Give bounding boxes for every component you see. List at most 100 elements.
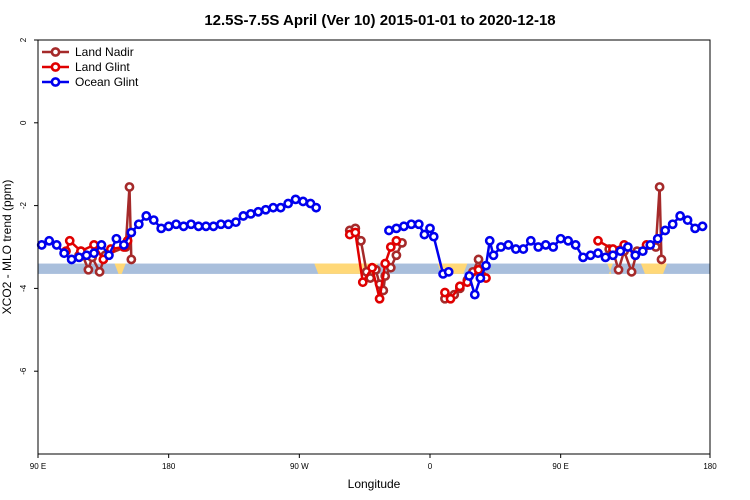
data-point <box>473 264 484 275</box>
data-point <box>186 219 196 230</box>
plot-frame <box>37 39 711 455</box>
data-point <box>630 250 641 261</box>
data-point <box>283 198 294 209</box>
data-point <box>593 248 603 259</box>
data-point <box>391 223 402 234</box>
data-point <box>645 240 656 250</box>
data-point <box>163 221 174 232</box>
plot-data <box>36 182 708 304</box>
data-point <box>496 242 506 252</box>
data-point <box>59 248 70 259</box>
data-point <box>111 233 122 244</box>
data-point <box>89 240 99 250</box>
data-point <box>443 266 454 277</box>
series-line <box>468 214 703 299</box>
land-patch-1 <box>114 263 126 274</box>
data-point <box>74 252 84 263</box>
legend-item-land-nadir: Land Nadir <box>42 45 134 59</box>
data-point <box>245 208 256 219</box>
legend-swatch-marker <box>50 77 61 87</box>
x-tick-label: 90 E <box>30 462 46 471</box>
data-point <box>419 229 430 240</box>
data-point <box>656 254 667 265</box>
data-point <box>425 223 435 234</box>
data-point <box>141 211 152 221</box>
data-point <box>126 227 137 238</box>
data-point <box>570 240 581 250</box>
data-point <box>675 211 686 221</box>
data-point <box>385 242 396 252</box>
x-tick-label: 180 <box>703 462 717 471</box>
y-tick-label: -4 <box>19 284 28 292</box>
data-point <box>626 266 637 277</box>
data-point <box>96 240 107 250</box>
data-point <box>652 233 663 244</box>
legend-label: Land Nadir <box>75 45 134 59</box>
data-point <box>445 293 456 304</box>
data-point <box>548 242 559 252</box>
data-point <box>428 231 439 242</box>
data-point <box>475 273 486 283</box>
data-point <box>275 202 286 213</box>
data-point <box>238 211 249 221</box>
data-point <box>290 194 301 205</box>
data-point <box>682 215 693 225</box>
x-axis-label: Longitude <box>348 477 401 491</box>
data-point <box>311 202 322 213</box>
data-point <box>156 223 167 234</box>
data-point <box>230 217 241 228</box>
data-point <box>563 235 574 246</box>
x-tick-label: 0 <box>428 462 433 471</box>
data-point <box>637 246 648 257</box>
legend-swatch-marker <box>50 47 61 57</box>
data-point <box>391 235 402 246</box>
x-axis: 90 E 180 90 W 0 90 E 180 <box>30 454 717 471</box>
data-point <box>193 221 204 232</box>
data-point <box>654 182 665 192</box>
data-point <box>178 221 189 232</box>
data-point <box>697 221 708 232</box>
legend-item-ocean-glint: Ocean Glint <box>42 75 139 89</box>
land-patch-5 <box>640 263 668 274</box>
data-point <box>268 202 279 213</box>
land-patch-4 <box>607 263 613 274</box>
legend-label: Land Glint <box>75 60 130 74</box>
data-point <box>216 219 226 230</box>
data-point <box>440 287 450 298</box>
data-point <box>391 250 402 261</box>
x-tick-label: 90 W <box>290 462 309 471</box>
data-point <box>398 221 409 232</box>
data-point <box>608 250 618 261</box>
data-point <box>64 235 75 246</box>
data-point <box>690 223 700 234</box>
data-point <box>510 244 521 254</box>
data-point <box>124 182 135 192</box>
data-point <box>356 235 366 246</box>
data-point <box>615 246 626 257</box>
y-axis-label: XCO2 - MLO trend (ppm) <box>0 180 14 315</box>
data-point <box>367 262 378 273</box>
data-point <box>380 258 391 269</box>
data-point <box>357 277 368 288</box>
data-point <box>133 219 144 230</box>
data-point <box>260 204 271 215</box>
data-point <box>223 219 234 230</box>
data-point <box>118 240 129 250</box>
data-point <box>171 219 182 230</box>
data-point <box>473 254 484 265</box>
y-tick-label: 2 <box>19 37 28 42</box>
data-point <box>484 235 495 246</box>
data-point <box>66 254 77 265</box>
data-point <box>481 260 491 271</box>
data-point <box>44 235 55 246</box>
data-point <box>148 215 159 225</box>
data-point <box>518 244 529 254</box>
data-point <box>555 233 566 244</box>
data-point <box>374 293 385 304</box>
data-point <box>81 250 92 261</box>
data-point <box>104 250 114 261</box>
data-point <box>253 206 264 217</box>
data-point <box>454 281 465 292</box>
data-point <box>613 264 624 275</box>
